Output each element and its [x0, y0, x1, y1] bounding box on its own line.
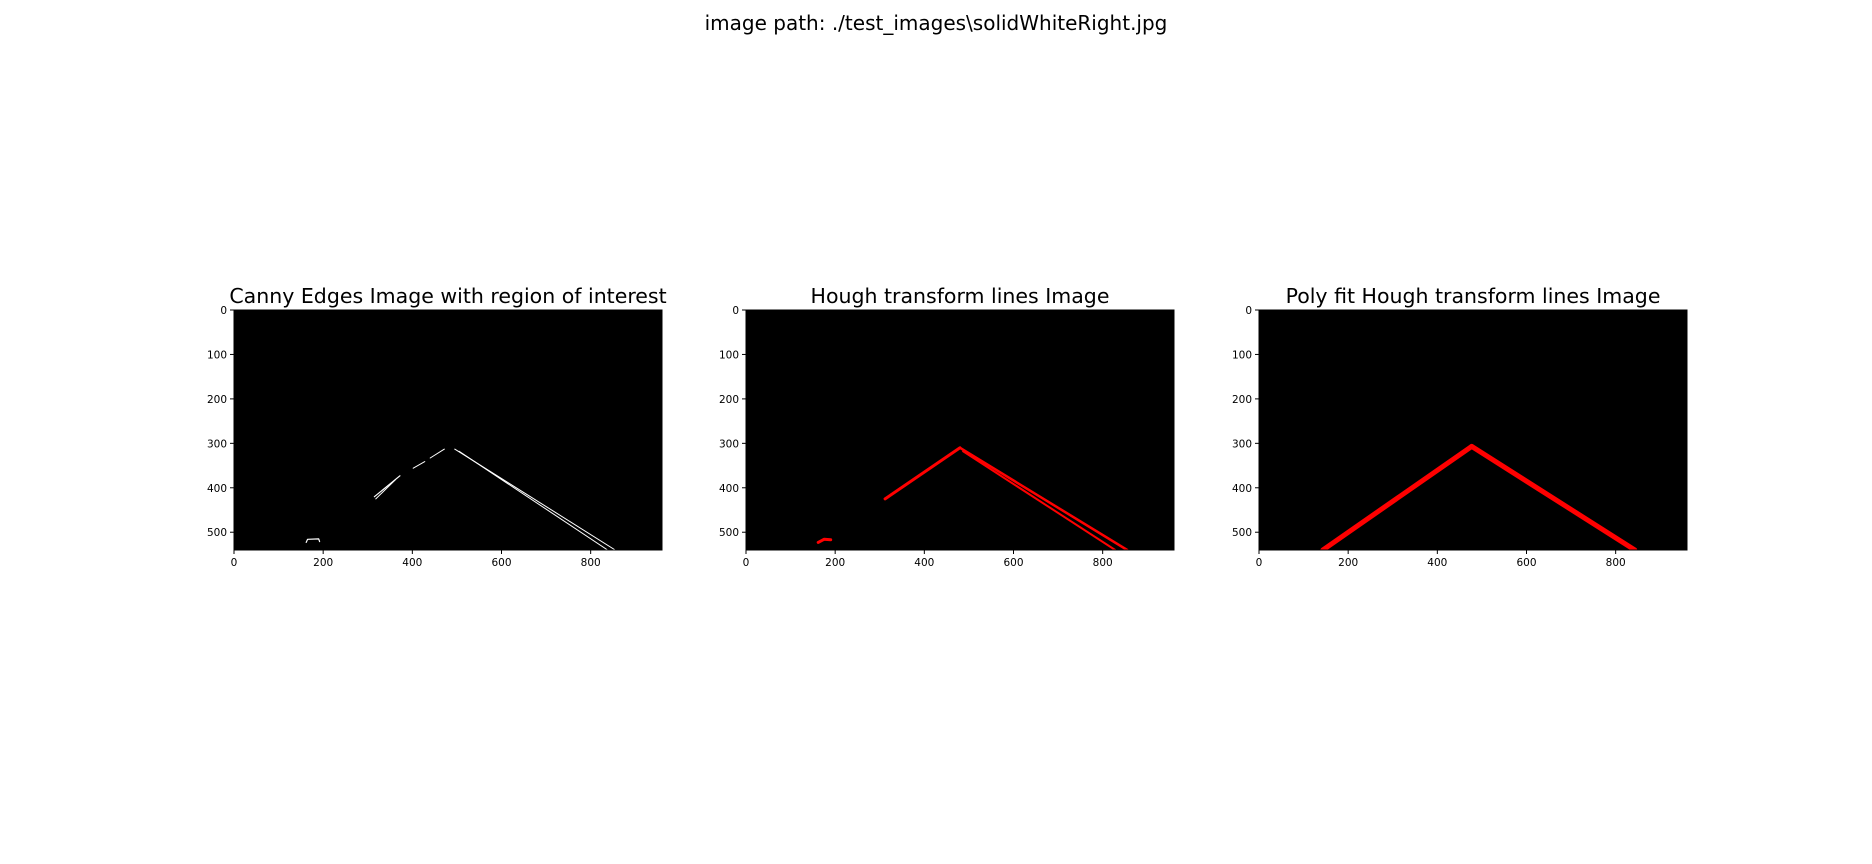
lane-segment-2 [458, 450, 609, 550]
panel-2: Hough transform lines Image 0 200 400 600 800… [719, 284, 1175, 569]
y-tick-label: 400 [719, 483, 739, 495]
x-tick-label: 400 [1427, 557, 1447, 569]
lane-segment-6 [375, 479, 396, 500]
y-tick-label: 400 [207, 483, 227, 495]
panel-3: Poly fit Hough transform lines Image 0 200… [1232, 284, 1688, 569]
y-tick-label: 400 [1232, 483, 1252, 495]
y-tick-label: 300 [1232, 438, 1252, 450]
y-tick-label: 500 [207, 527, 227, 539]
lane-segment-3 [429, 448, 445, 459]
y-tick-label: 500 [719, 527, 739, 539]
y-tick-label: 200 [207, 394, 227, 406]
y-tick-label: 0 [732, 305, 739, 317]
x-tick-label: 0 [1256, 557, 1263, 569]
lane-segment-5 [373, 475, 401, 498]
y-tick-label: 100 [1232, 349, 1252, 361]
y-tick-label: 0 [1245, 305, 1252, 317]
x-tick-label: 600 [1003, 557, 1023, 569]
x-tick-label: 0 [743, 557, 750, 569]
x-tick-label: 0 [231, 557, 238, 569]
x-tick-label: 200 [825, 557, 845, 569]
figure-suptitle: image path: ./test_images\solidWhiteRigh… [704, 11, 1168, 35]
panel-title: Hough transform lines Image [811, 284, 1110, 308]
lane-segment-4 [412, 461, 426, 469]
x-tick-label: 800 [1606, 557, 1626, 569]
lane-segment-3 [883, 446, 962, 501]
x-tick-label: 800 [581, 557, 601, 569]
y-tick-label: 0 [220, 305, 227, 317]
axes-frame [1258, 309, 1688, 551]
panel-title: Canny Edges Image with region of interes… [229, 284, 666, 308]
y-tick-label: 300 [719, 438, 739, 450]
lane-segment-1 [1320, 443, 1475, 550]
lane-segment-1 [958, 446, 1129, 550]
y-tick-label: 500 [1232, 527, 1252, 539]
y-tick-label: 100 [207, 349, 227, 361]
x-tick-label: 400 [914, 557, 934, 569]
panel-1: Canny Edges Image with region of interes… [207, 284, 667, 569]
lane-segment-2 [1469, 443, 1638, 550]
image-area [746, 310, 1174, 550]
segments [1320, 443, 1638, 550]
x-tick-label: 200 [1338, 557, 1358, 569]
image-area [1259, 310, 1687, 550]
x-tick-label: 400 [402, 557, 422, 569]
axes-frame [745, 309, 1175, 551]
x-tick-label: 800 [1093, 557, 1113, 569]
x-tick-label: 600 [491, 557, 511, 569]
lane-segment-4 [816, 537, 833, 544]
segments [305, 448, 616, 550]
lane-segment-7 [305, 538, 321, 544]
y-tick-label: 100 [719, 349, 739, 361]
y-tick-label: 300 [207, 438, 227, 450]
image-area [234, 310, 662, 550]
x-tick-label: 600 [1516, 557, 1536, 569]
y-tick-label: 200 [1232, 394, 1252, 406]
y-tick-label: 200 [719, 394, 739, 406]
axes-frame [233, 309, 663, 551]
panel-title: Poly fit Hough transform lines Image [1286, 284, 1661, 308]
lane-segment-2 [962, 450, 1117, 550]
segments [816, 446, 1129, 550]
x-tick-label: 200 [313, 557, 333, 569]
